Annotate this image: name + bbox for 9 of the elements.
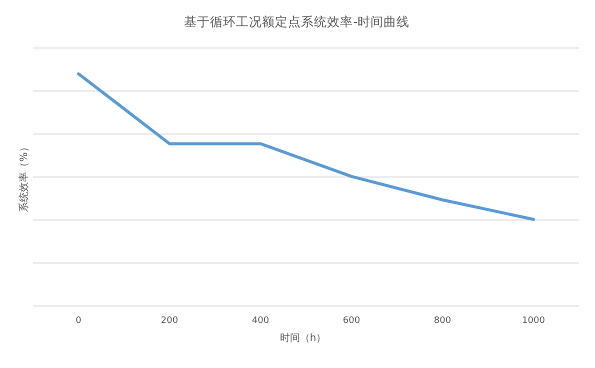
x-tick-label: 600 (342, 316, 360, 326)
x-tick-label: 0 (76, 316, 82, 326)
x-tick-label: 1000 (522, 316, 546, 326)
x-tick-label: 400 (252, 316, 270, 326)
x-tick-label: 800 (434, 316, 452, 326)
x-axis-title: 时间（h） (280, 332, 326, 344)
chart-title: 基于循环工况额定点系统效率-时间曲线 (184, 14, 410, 29)
y-axis-title: 系统效率（%） (18, 142, 30, 212)
x-tick-label: 200 (160, 316, 178, 326)
